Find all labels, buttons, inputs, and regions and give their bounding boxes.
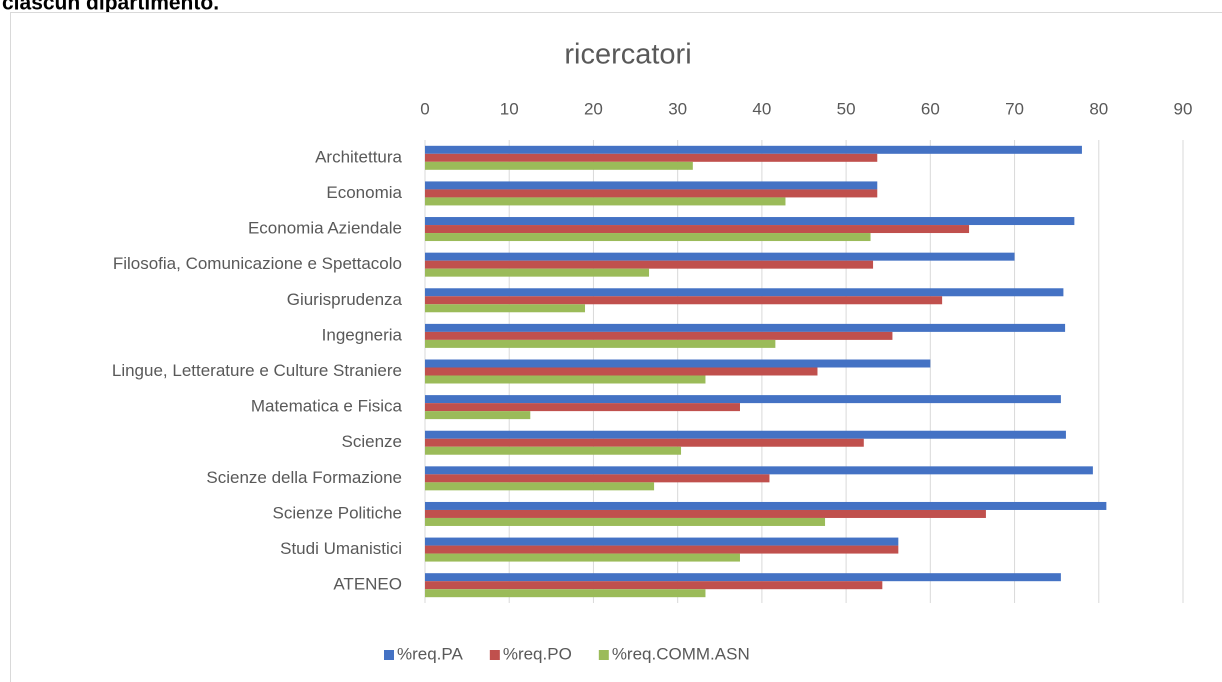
bar — [425, 545, 899, 554]
bar — [425, 181, 878, 190]
legend-label: %req.PO — [503, 644, 572, 663]
y-tick-label: Economia Aziendale — [248, 219, 402, 238]
bar — [425, 367, 818, 376]
bar — [425, 268, 650, 277]
x-tick-label: 60 — [921, 99, 940, 118]
bar — [425, 339, 776, 348]
legend-swatch — [598, 650, 609, 660]
x-tick-label: 50 — [837, 99, 856, 118]
bar — [425, 189, 878, 198]
bar — [425, 217, 1075, 226]
y-tick-label: Economia — [326, 183, 402, 202]
y-tick-label: Filosofia, Comunicazione e Spettacolo — [113, 254, 402, 273]
y-tick-label: Scienze Politiche — [273, 503, 402, 522]
bar — [425, 331, 893, 340]
bar — [425, 359, 931, 368]
bar — [425, 446, 682, 455]
x-tick-label: 30 — [668, 99, 687, 118]
bar — [425, 474, 770, 483]
bar — [425, 225, 970, 234]
bar — [425, 501, 1107, 510]
bar — [425, 411, 531, 420]
y-tick-label: Matematica e Fisica — [251, 397, 403, 416]
page-text: ciascun dipartimento. — [2, 0, 219, 15]
legend-label: %req.COMM.ASN — [612, 644, 750, 663]
bar — [425, 323, 1066, 332]
bar — [425, 161, 693, 170]
chart-title: ricercatori — [564, 39, 691, 71]
x-tick-label: 20 — [584, 99, 603, 118]
legend-label: %req.PA — [397, 644, 463, 663]
bar — [425, 288, 1064, 297]
x-tick-label: 40 — [752, 99, 771, 118]
bar — [425, 304, 586, 313]
legend-swatch — [489, 650, 500, 660]
bar — [425, 517, 826, 526]
bar — [425, 233, 871, 242]
y-tick-label: ATENEO — [333, 575, 402, 594]
x-tick-label: 10 — [500, 99, 519, 118]
bar — [425, 375, 706, 384]
bar — [425, 430, 1066, 439]
legend-swatch — [384, 650, 394, 660]
y-tick-label: Lingue, Letterature e Culture Straniere — [112, 361, 402, 380]
bar — [425, 197, 786, 206]
x-tick-label: 70 — [1005, 99, 1024, 118]
bar — [425, 153, 878, 162]
y-tick-label: Studi Umanistici — [280, 539, 402, 558]
y-tick-label: Ingegneria — [322, 325, 403, 344]
bar — [425, 252, 1015, 261]
x-tick-label: 0 — [420, 99, 429, 118]
y-tick-label: Scienze della Formazione — [206, 468, 402, 487]
bar — [425, 296, 943, 305]
bar — [425, 260, 874, 269]
bar — [425, 581, 883, 590]
y-tick-label: Scienze — [342, 432, 402, 451]
bar — [425, 537, 899, 546]
x-tick-label: 80 — [1089, 99, 1108, 118]
bar — [425, 403, 740, 412]
bar — [425, 573, 1061, 582]
y-tick-label: Giurisprudenza — [287, 290, 403, 309]
bar — [425, 438, 864, 447]
bar — [425, 482, 655, 491]
bar — [425, 395, 1061, 404]
bar — [425, 509, 986, 518]
y-tick-label: Architettura — [315, 147, 402, 166]
bar — [425, 589, 706, 598]
bar — [425, 553, 740, 562]
bar — [425, 466, 1093, 475]
x-tick-label: 90 — [1174, 99, 1193, 118]
bar — [425, 145, 1082, 154]
